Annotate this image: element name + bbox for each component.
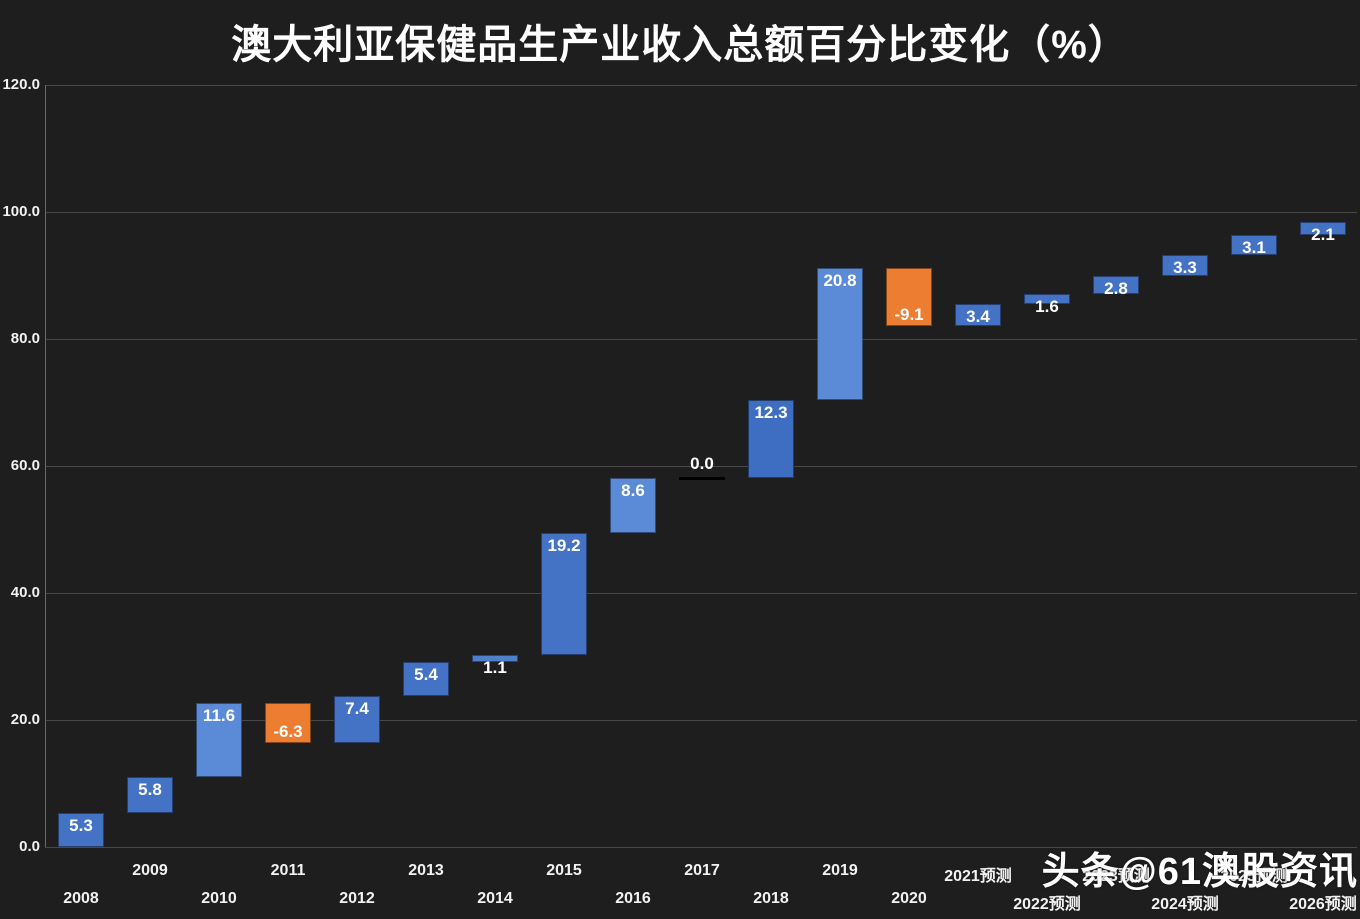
y-axis-tick-label: 120.0 — [2, 76, 40, 93]
bar-value-label: 19.2 — [547, 535, 581, 555]
bar-2016 — [610, 478, 656, 533]
bar-2026预测 — [1300, 222, 1346, 236]
bar-2023预测 — [1093, 276, 1139, 294]
bar-value-label: 1.1 — [483, 657, 507, 677]
bar-value-label: 8.6 — [621, 481, 645, 501]
x-axis-label-2026预测: 2026预测 — [1289, 896, 1357, 913]
bar-2019 — [817, 267, 863, 400]
bar-2008 — [58, 813, 104, 847]
bar-2022预测 — [1024, 293, 1070, 305]
x-axis-label-2020: 2020 — [891, 890, 927, 907]
bar-2014 — [472, 654, 518, 662]
bar-value-label: 2.8 — [1104, 279, 1128, 299]
gridline — [45, 593, 1357, 594]
bar-value-label: 12.3 — [754, 402, 788, 422]
x-axis-label-2015: 2015 — [546, 862, 582, 879]
bar-value-label: 5.4 — [414, 664, 438, 684]
bar-value-label: 20.8 — [823, 270, 857, 290]
x-axis-label-2024预测: 2024预测 — [1151, 896, 1219, 913]
bar-value-label: 5.3 — [69, 816, 93, 836]
gridline — [45, 212, 1357, 213]
bar-value-label: 5.8 — [138, 779, 162, 799]
bar-2021预测 — [955, 304, 1001, 326]
bar-2025预测 — [1231, 235, 1277, 256]
bar-2010 — [196, 702, 242, 777]
x-axis-label-2008: 2008 — [63, 890, 99, 907]
y-axis-tick-label: 0.0 — [19, 838, 40, 855]
y-axis-tick-label: 100.0 — [2, 203, 40, 220]
bar-value-label: 3.3 — [1173, 258, 1197, 278]
gridline — [45, 847, 1357, 848]
bar-2011 — [265, 702, 311, 743]
y-axis-tick-label: 60.0 — [10, 457, 40, 474]
x-axis-label-2018: 2018 — [753, 890, 789, 907]
x-axis-label-2012: 2012 — [339, 890, 375, 907]
bar-value-label: 3.1 — [1242, 238, 1266, 258]
bar-value-label: -6.3 — [273, 721, 303, 741]
bar-2018 — [748, 399, 794, 479]
bar-value-label: 2.1 — [1311, 225, 1335, 245]
x-axis-label-2022预测: 2022预测 — [1013, 896, 1081, 913]
bar-value-label: 7.4 — [345, 698, 369, 718]
x-axis-label-2017: 2017 — [684, 862, 720, 879]
gridline — [45, 85, 1357, 86]
x-axis-label-2021预测: 2021预测 — [944, 868, 1012, 885]
x-axis-label-2009: 2009 — [132, 862, 168, 879]
bar-2009 — [127, 776, 173, 814]
bar-2013 — [403, 661, 449, 696]
gridline — [45, 339, 1357, 340]
x-axis-label-2023预测: 2023预测 — [1082, 868, 1150, 885]
bar-2017 — [679, 477, 725, 481]
bar-2015 — [541, 532, 587, 655]
x-axis-label-2011: 2011 — [270, 862, 306, 879]
x-axis-label-2014: 2014 — [477, 890, 513, 907]
gridline — [45, 720, 1357, 721]
bar-value-label: 3.4 — [966, 307, 990, 327]
y-axis-tick-label: 20.0 — [10, 711, 40, 728]
x-axis-label-2019: 2019 — [822, 862, 858, 879]
y-axis-line — [45, 85, 46, 847]
bar-2020 — [886, 267, 932, 326]
bar-2012 — [334, 695, 380, 743]
y-axis-tick-label: 40.0 — [10, 584, 40, 601]
bar-value-label: 0.0 — [690, 454, 714, 474]
bar-value-label: 1.6 — [1035, 296, 1059, 316]
bar-value-label: 11.6 — [202, 705, 236, 725]
chart-title: 澳大利亚保健品生产业收入总额百分比变化（%） — [231, 23, 1129, 67]
bar-value-label: -9.1 — [894, 304, 924, 324]
x-axis-label-2016: 2016 — [615, 890, 651, 907]
x-axis-label-2025预测: 2025预测 — [1220, 868, 1288, 885]
x-axis-label-2013: 2013 — [408, 862, 444, 879]
bar-2024预测 — [1162, 255, 1208, 277]
watermark-toutiao: 头条@61澳股资讯 — [1041, 851, 1358, 893]
y-axis-tick-label: 80.0 — [10, 330, 40, 347]
x-axis-label-2010: 2010 — [201, 890, 237, 907]
gridline — [45, 466, 1357, 467]
